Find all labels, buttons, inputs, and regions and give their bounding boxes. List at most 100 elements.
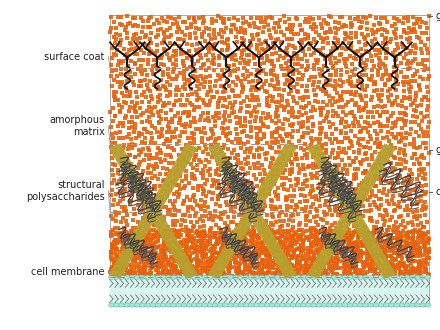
- Point: [392, 56, 400, 62]
- Point: [109, 46, 116, 51]
- Point: [357, 161, 364, 167]
- Point: [187, 86, 194, 91]
- Point: [206, 236, 213, 241]
- Point: [331, 87, 338, 92]
- Point: [328, 247, 335, 252]
- Point: [250, 230, 257, 235]
- Point: [175, 120, 182, 125]
- Point: [187, 264, 194, 269]
- Point: [418, 240, 425, 245]
- Point: [312, 207, 319, 212]
- Point: [228, 273, 235, 279]
- Point: [171, 213, 178, 218]
- Point: [317, 48, 324, 53]
- Point: [397, 132, 404, 137]
- Point: [320, 243, 327, 248]
- Point: [254, 234, 261, 239]
- Point: [401, 123, 408, 128]
- Point: [310, 82, 317, 87]
- Point: [199, 76, 206, 81]
- Point: [268, 220, 275, 226]
- Point: [358, 20, 365, 25]
- Point: [418, 61, 425, 67]
- Point: [275, 242, 282, 247]
- Point: [416, 267, 423, 272]
- Point: [123, 259, 130, 264]
- Point: [369, 32, 376, 37]
- Point: [290, 121, 297, 127]
- Point: [132, 170, 139, 176]
- Point: [408, 103, 415, 108]
- Point: [397, 242, 404, 247]
- Point: [119, 261, 126, 266]
- Point: [185, 77, 192, 82]
- Point: [363, 48, 370, 53]
- Point: [122, 233, 129, 239]
- Point: [420, 241, 427, 246]
- Point: [359, 186, 366, 191]
- Point: [233, 126, 240, 132]
- Point: [343, 24, 350, 29]
- Point: [374, 220, 381, 225]
- Point: [139, 131, 146, 136]
- Point: [246, 265, 253, 270]
- Point: [340, 264, 347, 269]
- Point: [222, 178, 229, 183]
- Point: [301, 194, 308, 199]
- Point: [231, 209, 238, 214]
- Point: [155, 94, 162, 100]
- Point: [320, 246, 327, 251]
- Point: [286, 243, 293, 248]
- Point: [187, 24, 194, 30]
- Point: [278, 175, 285, 181]
- Point: [379, 26, 386, 31]
- Point: [425, 104, 432, 109]
- Point: [234, 77, 241, 82]
- Circle shape: [363, 303, 368, 307]
- Circle shape: [254, 275, 260, 279]
- Point: [340, 105, 347, 110]
- Point: [275, 261, 282, 267]
- Point: [133, 230, 140, 235]
- Point: [202, 199, 209, 204]
- Point: [420, 253, 427, 258]
- Point: [130, 235, 137, 240]
- Point: [372, 30, 379, 35]
- Point: [309, 270, 316, 276]
- Point: [246, 198, 253, 204]
- Point: [180, 58, 187, 64]
- Point: [422, 176, 429, 181]
- Point: [113, 240, 120, 246]
- Point: [303, 156, 310, 161]
- Point: [308, 40, 315, 45]
- Point: [193, 25, 200, 31]
- Point: [212, 36, 219, 41]
- Point: [336, 145, 343, 150]
- Point: [254, 110, 261, 115]
- Point: [260, 177, 267, 182]
- Point: [375, 92, 382, 97]
- Point: [145, 259, 152, 265]
- Point: [331, 41, 338, 46]
- Circle shape: [425, 303, 431, 307]
- Point: [203, 102, 210, 108]
- Point: [420, 258, 427, 263]
- Point: [112, 245, 119, 250]
- Point: [238, 129, 246, 134]
- Point: [423, 129, 430, 134]
- Point: [180, 269, 187, 274]
- Point: [111, 269, 118, 275]
- Point: [378, 245, 385, 250]
- Point: [374, 131, 381, 137]
- Point: [304, 131, 312, 136]
- Point: [117, 37, 124, 43]
- Point: [372, 251, 379, 257]
- Point: [301, 173, 308, 178]
- Point: [383, 29, 390, 34]
- Point: [232, 57, 239, 63]
- Point: [165, 261, 172, 266]
- Point: [357, 239, 364, 245]
- Point: [294, 177, 301, 182]
- Point: [183, 238, 190, 243]
- Point: [320, 240, 327, 245]
